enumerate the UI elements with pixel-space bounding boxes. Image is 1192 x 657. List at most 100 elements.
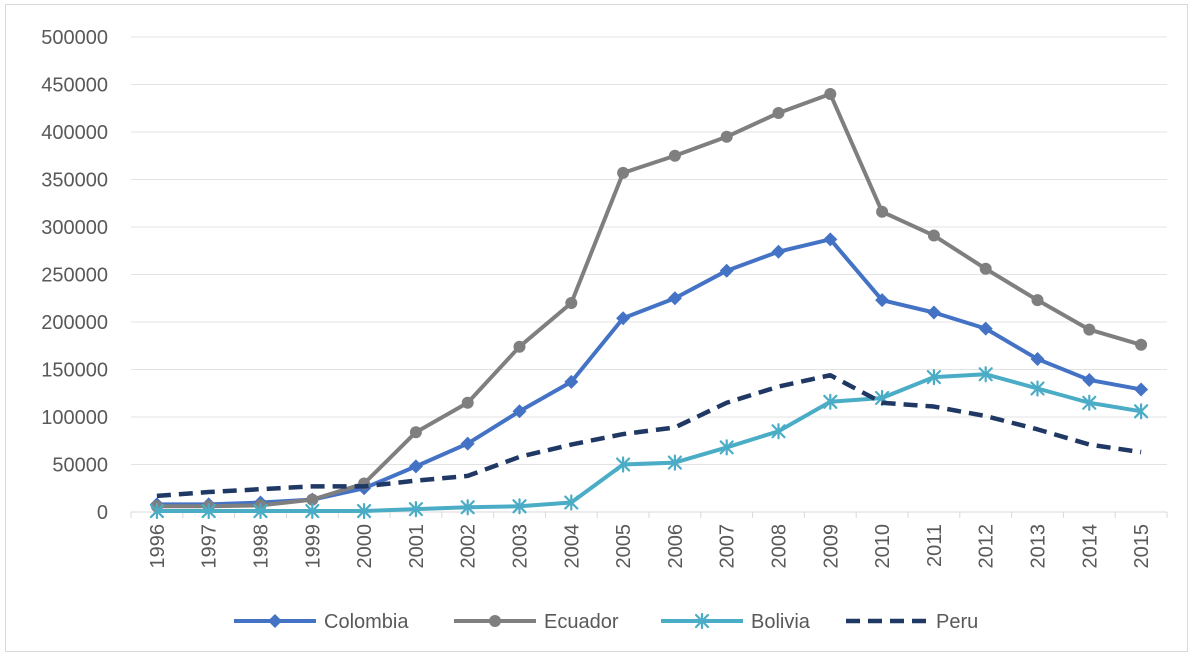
- data-point: [564, 374, 579, 389]
- data-point: [512, 404, 527, 419]
- data-point: [408, 459, 423, 474]
- data-point: [1083, 323, 1096, 336]
- x-tick-label: 2011: [924, 524, 946, 567]
- data-point: [1134, 382, 1149, 397]
- data-point: [149, 502, 164, 520]
- legend-item-peru: Peru: [846, 611, 978, 633]
- x-tick-label: 1999: [302, 524, 324, 569]
- data-point: [460, 436, 475, 451]
- y-tick-label: 500000: [41, 27, 108, 49]
- data-point: [513, 340, 526, 353]
- y-tick-label: 150000: [41, 360, 108, 382]
- series-ecuador: [150, 88, 1148, 513]
- data-point: [512, 498, 527, 515]
- y-tick-label: 300000: [41, 217, 108, 239]
- data-point: [1135, 338, 1148, 351]
- data-point: [616, 311, 631, 326]
- data-point: [564, 494, 579, 511]
- data-point: [771, 244, 786, 259]
- x-axis: 1996 1997 1998 1999 2000 2001 2002 2003 2004 2005…: [130, 512, 1168, 569]
- data-point: [1082, 372, 1097, 387]
- x-tick-label: 2004: [561, 524, 583, 569]
- data-point: [201, 502, 216, 520]
- data-point: [460, 499, 475, 516]
- data-point: [489, 615, 501, 627]
- legend-item-bolivia: Bolivia: [661, 611, 811, 633]
- data-point: [306, 493, 319, 506]
- data-point: [253, 502, 268, 520]
- y-tick-label: 0: [97, 502, 108, 524]
- data-point: [408, 501, 423, 518]
- data-point: [720, 130, 733, 143]
- legend-item-colombia: Colombia: [234, 611, 409, 633]
- x-tick-label: 2003: [510, 524, 532, 569]
- data-point: [268, 614, 282, 628]
- data-point: [719, 439, 734, 456]
- x-tick-label: 1998: [251, 524, 273, 569]
- legend-label: Peru: [936, 611, 978, 633]
- data-point: [694, 612, 710, 630]
- data-point: [823, 232, 838, 247]
- series-line: [156, 92, 1142, 509]
- x-tick-label: 1997: [199, 524, 221, 569]
- legend-label: Bolivia: [751, 611, 811, 633]
- gridlines: [131, 36, 1167, 513]
- x-tick-label: 2008: [769, 524, 791, 569]
- data-point: [1030, 380, 1045, 397]
- data-point: [978, 321, 993, 336]
- y-tick-label: 450000: [41, 75, 108, 97]
- data-point: [1031, 294, 1044, 307]
- y-tick-label: 400000: [41, 122, 108, 144]
- data-point: [668, 149, 681, 162]
- y-tick-label: 100000: [41, 407, 108, 429]
- data-point: [409, 426, 422, 439]
- x-tick-label: 2000: [354, 524, 376, 569]
- data-point: [927, 229, 940, 242]
- data-point: [719, 263, 734, 278]
- data-point: [1030, 352, 1045, 367]
- series-line: [156, 372, 1142, 499]
- x-tick-label: 2005: [613, 524, 635, 569]
- data-point: [357, 502, 372, 520]
- data-point: [876, 205, 889, 218]
- data-point: [978, 366, 993, 383]
- data-point: [667, 454, 683, 471]
- y-tick-label: 250000: [41, 265, 108, 287]
- x-tick-label: 2012: [976, 524, 998, 569]
- data-point: [771, 423, 786, 440]
- x-tick-label: 2002: [458, 524, 480, 569]
- data-point: [979, 262, 992, 275]
- x-tick-label: 2001: [406, 524, 428, 569]
- data-point: [667, 291, 682, 306]
- legend-label: Colombia: [324, 611, 409, 633]
- y-axis: 0 50000 100000 150000 200000 250000 300000 3500…: [41, 27, 108, 524]
- x-tick-label: 2009: [820, 524, 842, 569]
- data-point: [772, 107, 785, 119]
- data-point: [1082, 394, 1097, 411]
- x-tick-label: 1996: [147, 524, 169, 569]
- x-tick-label: 2014: [1079, 524, 1101, 569]
- data-point: [875, 293, 890, 308]
- data-point: [823, 393, 838, 410]
- data-point: [617, 166, 630, 179]
- x-tick-label: 2006: [665, 524, 687, 569]
- x-tick-label: 2015: [1131, 524, 1153, 569]
- legend-item-ecuador: Ecuador: [454, 611, 619, 633]
- data-point: [824, 88, 837, 100]
- data-point: [1133, 403, 1149, 420]
- x-tick-label: 2013: [1028, 524, 1050, 569]
- series-lines: [149, 88, 1149, 520]
- y-tick-label: 200000: [41, 312, 108, 334]
- data-point: [461, 396, 474, 409]
- data-point: [305, 502, 320, 520]
- series-bolivia: [149, 366, 1149, 520]
- series-line: [156, 372, 1142, 514]
- x-tick-label: 2010: [872, 524, 894, 569]
- data-point: [565, 297, 578, 309]
- data-point: [615, 456, 631, 473]
- y-tick-label: 350000: [41, 170, 108, 192]
- legend-label: Ecuador: [544, 611, 619, 633]
- series-peru: [156, 372, 1142, 499]
- y-tick-label: 50000: [52, 455, 108, 477]
- line-chart: 0 50000 100000 150000 200000 250000 300000 3500…: [41, 27, 1168, 633]
